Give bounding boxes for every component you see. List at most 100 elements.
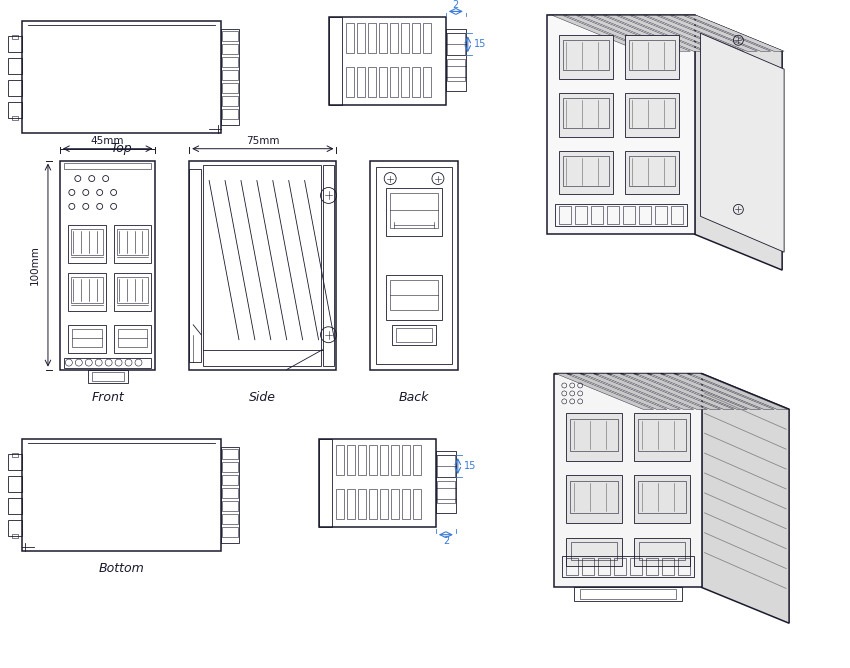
Polygon shape (554, 373, 789, 409)
Bar (391, 489, 399, 519)
Bar (677, 558, 689, 575)
Polygon shape (606, 15, 704, 51)
Polygon shape (632, 15, 731, 51)
Bar (570, 481, 618, 513)
Text: 15: 15 (473, 39, 486, 49)
Polygon shape (552, 15, 650, 51)
Bar (662, 558, 674, 575)
Bar (436, 451, 456, 513)
Polygon shape (547, 15, 694, 234)
Text: 2: 2 (453, 1, 459, 11)
Bar (222, 488, 238, 498)
Bar (423, 23, 431, 53)
Bar (8, 102, 22, 118)
Bar (116, 229, 149, 255)
Bar (639, 542, 684, 560)
Bar (322, 164, 334, 365)
Bar (447, 59, 465, 81)
Bar (629, 156, 675, 186)
Bar (401, 67, 409, 97)
Bar (348, 445, 355, 475)
Bar (634, 475, 689, 523)
Polygon shape (636, 373, 734, 409)
Bar (390, 280, 438, 310)
Text: 2: 2 (443, 536, 449, 546)
Polygon shape (673, 15, 771, 51)
Bar (582, 558, 594, 575)
Bar (347, 67, 354, 97)
Bar (114, 225, 151, 263)
Polygon shape (622, 373, 721, 409)
Bar (328, 17, 343, 105)
Bar (22, 439, 221, 550)
Polygon shape (649, 373, 747, 409)
Bar (559, 206, 571, 224)
Bar (380, 445, 388, 475)
Bar (359, 445, 366, 475)
Bar (190, 160, 337, 369)
Bar (391, 445, 399, 475)
Bar (12, 116, 18, 120)
Bar (634, 413, 689, 461)
Text: Bottom: Bottom (99, 562, 144, 575)
Bar (654, 206, 666, 224)
Bar (396, 328, 432, 342)
Bar (566, 538, 622, 566)
Bar (639, 206, 651, 224)
Bar (92, 371, 123, 381)
Bar (614, 558, 626, 575)
Bar (319, 439, 436, 527)
Bar (12, 534, 18, 538)
Bar (347, 23, 354, 53)
Bar (390, 23, 398, 53)
Bar (359, 489, 366, 519)
Polygon shape (596, 373, 694, 409)
Polygon shape (694, 15, 782, 270)
Bar (564, 98, 609, 128)
Text: Top: Top (110, 142, 133, 155)
Bar (402, 445, 410, 475)
Bar (22, 21, 221, 133)
Bar (625, 151, 678, 194)
Bar (68, 225, 105, 263)
Bar (348, 489, 355, 519)
Bar (8, 520, 22, 536)
Bar (646, 558, 658, 575)
Bar (559, 151, 613, 194)
Bar (563, 556, 694, 577)
Bar (379, 23, 388, 53)
Bar (570, 420, 618, 451)
Bar (64, 357, 151, 367)
Bar (8, 454, 22, 470)
Bar (71, 277, 103, 303)
Bar (222, 109, 238, 119)
Bar (566, 413, 622, 461)
Bar (369, 489, 377, 519)
Bar (190, 168, 201, 361)
Bar (625, 93, 678, 137)
Bar (423, 67, 431, 97)
Bar (390, 67, 398, 97)
Bar (222, 31, 238, 41)
Bar (337, 445, 344, 475)
Bar (566, 475, 622, 523)
Bar (8, 498, 22, 514)
Text: Back: Back (399, 391, 429, 404)
Bar (447, 33, 465, 55)
Bar (571, 542, 617, 560)
Bar (64, 162, 151, 168)
Bar (71, 229, 103, 255)
Bar (357, 67, 366, 97)
Polygon shape (579, 15, 677, 51)
Polygon shape (554, 373, 701, 587)
Bar (8, 80, 22, 96)
Bar (8, 58, 22, 74)
Bar (386, 188, 442, 236)
Bar (598, 558, 610, 575)
Bar (380, 489, 388, 519)
Bar (437, 455, 455, 477)
Bar (68, 325, 105, 353)
Bar (625, 35, 678, 79)
Bar (222, 514, 238, 524)
Bar (68, 273, 105, 311)
